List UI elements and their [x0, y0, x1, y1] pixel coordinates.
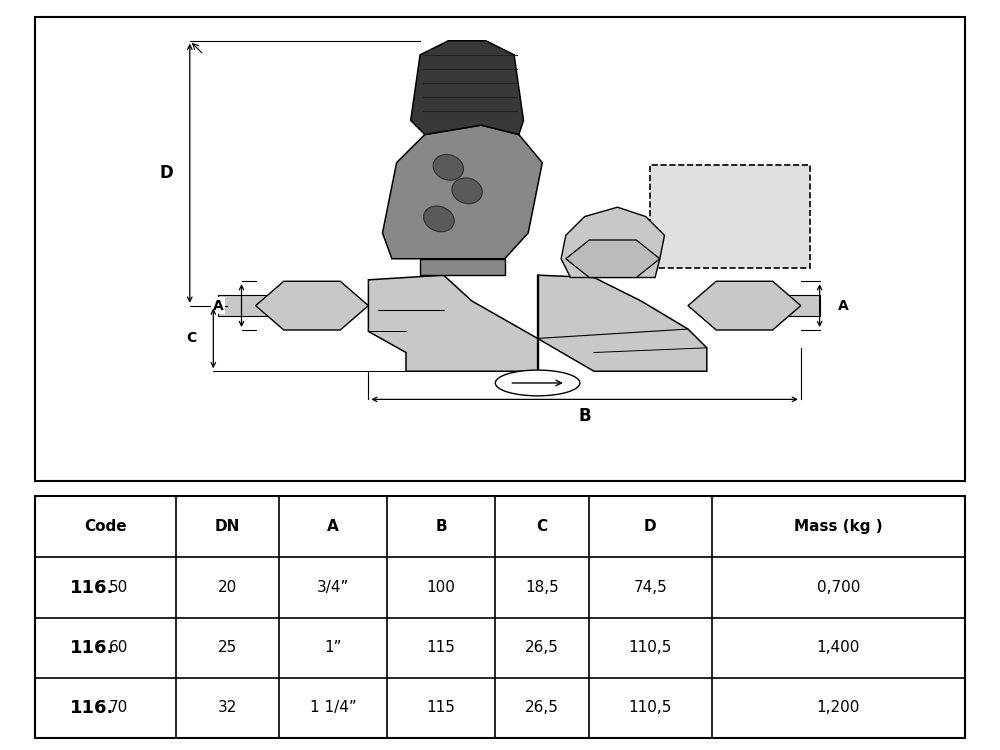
Text: A: A: [838, 298, 848, 313]
Ellipse shape: [433, 154, 463, 180]
Text: 18,5: 18,5: [525, 580, 559, 596]
Bar: [744, 295, 820, 316]
Text: 1,400: 1,400: [817, 640, 860, 656]
Text: 110,5: 110,5: [629, 700, 672, 715]
Text: 25: 25: [218, 640, 237, 656]
Text: Code: Code: [84, 519, 127, 534]
Text: C: C: [537, 519, 548, 534]
Text: 50: 50: [109, 580, 128, 596]
Text: 116.: 116.: [69, 699, 114, 717]
Text: 115: 115: [427, 640, 456, 656]
Text: 100: 100: [427, 580, 456, 596]
Text: 115: 115: [427, 700, 456, 715]
Text: 110,5: 110,5: [629, 640, 672, 656]
Ellipse shape: [452, 178, 482, 204]
Polygon shape: [382, 125, 542, 259]
Text: 70: 70: [109, 700, 128, 715]
Text: 32: 32: [218, 700, 237, 715]
Text: B: B: [435, 519, 447, 534]
Text: 1 1/4”: 1 1/4”: [310, 700, 357, 715]
Polygon shape: [561, 207, 664, 278]
Bar: [650, 165, 810, 268]
Text: 3/4”: 3/4”: [317, 580, 349, 596]
Bar: [218, 295, 312, 316]
Ellipse shape: [495, 370, 580, 396]
Text: 1,200: 1,200: [817, 700, 860, 715]
Text: 60: 60: [109, 640, 128, 656]
Text: D: D: [159, 164, 173, 182]
Text: DN: DN: [215, 519, 240, 534]
Polygon shape: [411, 40, 524, 134]
Bar: [420, 259, 505, 275]
Polygon shape: [368, 275, 538, 371]
Ellipse shape: [424, 206, 454, 232]
Text: 0,700: 0,700: [817, 580, 860, 596]
Text: A: A: [327, 519, 339, 534]
Text: Mass (kg ): Mass (kg ): [794, 519, 883, 534]
Polygon shape: [256, 281, 368, 330]
Text: 116.: 116.: [69, 579, 114, 597]
Text: 1”: 1”: [324, 640, 342, 656]
Text: B: B: [578, 406, 591, 424]
Text: 116.: 116.: [69, 639, 114, 657]
Text: D: D: [644, 519, 657, 534]
Polygon shape: [688, 281, 801, 330]
Text: 26,5: 26,5: [525, 640, 559, 656]
Text: 26,5: 26,5: [525, 700, 559, 715]
Polygon shape: [538, 275, 707, 371]
Text: A: A: [213, 298, 223, 313]
Polygon shape: [566, 240, 660, 278]
Text: C: C: [187, 332, 197, 346]
Text: 74,5: 74,5: [634, 580, 667, 596]
Text: 20: 20: [218, 580, 237, 596]
